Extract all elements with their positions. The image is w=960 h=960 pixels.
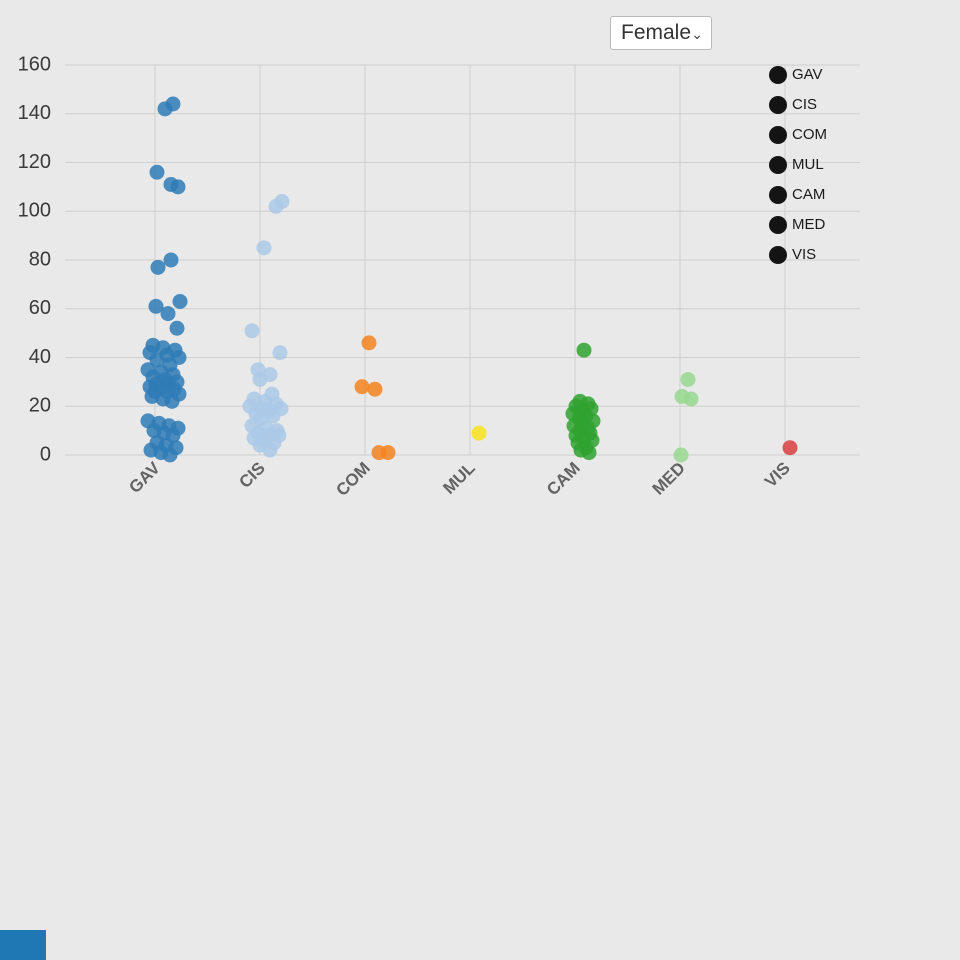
data-point: [157, 101, 173, 117]
x-category-label: MED: [649, 458, 689, 498]
data-point: [367, 381, 383, 397]
legend-label: COM: [792, 126, 827, 143]
gender-select-value: Female: [621, 21, 692, 44]
chart-area: 0 20 40 60 80 100 120 140 160 GAV CIS COM MUL CAM MED V…: [18, 53, 860, 500]
data-point: [160, 306, 176, 322]
legend-item-MED[interactable]: MED: [769, 216, 826, 234]
bottom-left-accent: [0, 930, 46, 960]
data-point: [265, 408, 281, 424]
data-point: [268, 198, 284, 214]
legend-label: VIS: [792, 246, 816, 263]
y-tick-label: 20: [29, 395, 51, 417]
data-point: [252, 371, 268, 387]
data-point: [169, 320, 185, 336]
x-category-label: CAM: [543, 458, 584, 499]
legend-swatch-icon: [769, 96, 787, 114]
legend-item-MUL[interactable]: MUL: [769, 156, 824, 174]
y-tick-label: 0: [40, 443, 51, 465]
legend-swatch-icon: [769, 216, 787, 234]
legend-label: CIS: [792, 96, 817, 113]
data-point: [164, 393, 180, 409]
legend-item-GAV[interactable]: GAV: [769, 66, 823, 84]
data-point: [149, 352, 165, 368]
y-tick-label: 40: [29, 346, 51, 368]
data-point: [680, 371, 696, 387]
data-point: [162, 447, 178, 463]
series-COM: [354, 335, 396, 461]
data-point: [683, 391, 699, 407]
y-tick-label: 160: [18, 53, 51, 75]
data-point: [150, 259, 166, 275]
legend-label: GAV: [792, 66, 823, 83]
data-point: [576, 342, 592, 358]
y-tick-label: 80: [29, 248, 51, 270]
data-point: [380, 445, 396, 461]
data-point: [148, 298, 164, 314]
chevron-down-icon: ⌄: [691, 26, 703, 42]
legend-swatch-icon: [769, 186, 787, 204]
legend-label: CAM: [792, 186, 825, 203]
y-tick-label: 60: [29, 297, 51, 319]
x-category-label: CIS: [235, 458, 268, 491]
data-point: [354, 379, 370, 395]
y-tick-label: 140: [18, 102, 51, 124]
legend-label: MUL: [792, 156, 824, 173]
data-point: [361, 335, 377, 351]
y-tick-label: 100: [18, 200, 51, 222]
data-point: [149, 164, 165, 180]
series-MED: [673, 371, 699, 463]
legend-swatch-icon: [769, 246, 787, 264]
legend-item-CIS[interactable]: CIS: [769, 96, 817, 114]
series-CIS: [242, 194, 290, 458]
legend-swatch-icon: [769, 126, 787, 144]
x-category-label: VIS: [761, 458, 794, 491]
series-CAM: [565, 342, 601, 461]
chart-svg: 0 20 40 60 80 100 120 140 160 GAV CIS COM MUL CAM MED V…: [18, 53, 860, 500]
data-point: [782, 440, 798, 456]
legend-swatch-icon: [769, 66, 787, 84]
legend-swatch-icon: [769, 156, 787, 174]
x-category-label: GAV: [125, 458, 164, 497]
data-point: [163, 252, 179, 268]
data-point: [262, 442, 278, 458]
x-category-label: COM: [332, 458, 373, 499]
series-GAV: [140, 96, 188, 463]
legend-item-VIS[interactable]: VIS: [769, 246, 816, 264]
data-point: [244, 323, 260, 339]
gender-select[interactable]: Female ⌄: [610, 16, 712, 50]
legend-label: MED: [792, 216, 826, 233]
data-point: [673, 447, 689, 463]
series-MUL: [471, 425, 487, 441]
data-point: [471, 425, 487, 441]
legend-item-CAM[interactable]: CAM: [769, 186, 825, 204]
series-VIS: [782, 440, 798, 456]
data-point: [581, 445, 597, 461]
y-tick-label: 120: [18, 151, 51, 173]
legend-item-COM[interactable]: COM: [769, 126, 827, 144]
data-point: [170, 179, 186, 195]
data-point: [256, 240, 272, 256]
data-point: [272, 345, 288, 361]
data-point: [172, 293, 188, 309]
x-category-label: MUL: [439, 458, 478, 497]
